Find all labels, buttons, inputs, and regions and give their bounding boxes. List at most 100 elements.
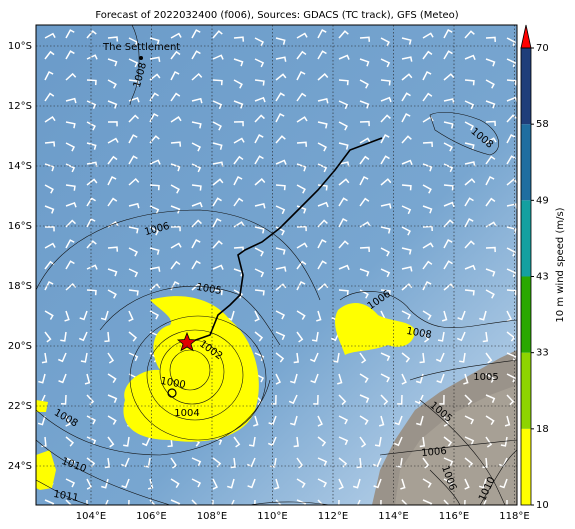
- wind-barb: [359, 175, 369, 186]
- wind-barb: [317, 260, 327, 270]
- wind-barb: [422, 242, 434, 249]
- wind-barb: [107, 246, 119, 252]
- wind-barb: [506, 178, 517, 186]
- colorbar-tick-label: 58: [536, 119, 549, 130]
- wind-barb: [485, 436, 493, 448]
- wind-barb: [233, 175, 243, 186]
- wind-barb: [419, 436, 426, 448]
- isobar-label: 1004: [174, 408, 199, 419]
- wind-barb: [401, 310, 412, 320]
- wind-barb: [233, 36, 245, 42]
- colorbar-label: 10 m wind speed (m/s): [555, 207, 566, 322]
- wind-barb: [86, 415, 96, 425]
- wind-barb: [65, 97, 77, 104]
- wind-barb: [44, 226, 55, 232]
- lat-label: 18°S: [8, 281, 32, 292]
- map-frame: [35, 24, 518, 506]
- colorbar-tick-label: 49: [536, 195, 549, 206]
- wind-barb: [317, 121, 328, 129]
- wind-barb: [359, 36, 371, 42]
- wind-barb: [317, 142, 327, 152]
- wind-barb: [107, 289, 117, 299]
- wind-barb: [143, 457, 151, 468]
- wind-barb: [275, 135, 286, 144]
- wind-barb: [128, 289, 139, 296]
- wind-barb: [380, 96, 392, 103]
- wind-barb: [149, 159, 161, 165]
- wind-barb: [485, 100, 496, 109]
- wind-barb: [443, 201, 455, 208]
- wind-barb: [359, 415, 369, 425]
- wind-barb: [317, 201, 329, 208]
- wind-barb: [485, 268, 496, 277]
- wind-barb: [422, 457, 430, 469]
- wind-barb: [65, 142, 76, 152]
- wind-barb: [254, 499, 256, 505]
- wind-barb: [44, 331, 52, 343]
- wind-barb: [443, 121, 454, 129]
- wind-barb: [149, 247, 160, 255]
- colorbar-extension: [520, 24, 532, 49]
- wind-barb: [191, 50, 201, 60]
- wind-barb: [485, 197, 496, 207]
- wind-barb: [338, 178, 350, 186]
- wind-barb: [506, 310, 513, 322]
- wind-barb: [275, 373, 282, 385]
- wind-barb: [44, 32, 56, 39]
- wind-barb: [464, 142, 475, 150]
- wind-barb: [128, 97, 140, 103]
- wind-barb: [149, 37, 160, 45]
- wind-barb: [380, 79, 391, 86]
- wind-barb: [230, 499, 235, 505]
- wind-barb: [485, 58, 496, 67]
- wind-barb: [128, 155, 138, 165]
- wind-barb: [374, 436, 382, 447]
- wind-barb: [401, 159, 413, 166]
- wind-barb: [170, 242, 182, 249]
- wind-barb: [128, 310, 134, 322]
- wind-barb: [296, 92, 307, 102]
- wind-barb: [128, 226, 139, 234]
- wind-barb: [296, 331, 304, 343]
- wind-barb: [401, 184, 412, 191]
- wind-barb: [443, 478, 454, 488]
- wind-barb: [506, 247, 516, 257]
- wind-barb: [170, 92, 181, 102]
- wind-barb: [485, 36, 496, 43]
- wind-barb: [293, 352, 299, 364]
- wind-barb: [212, 79, 223, 86]
- wind-barb: [296, 205, 307, 214]
- wind-barb: [317, 219, 328, 228]
- wind-barb: [464, 415, 475, 425]
- wind-barb: [37, 415, 46, 426]
- wind-barb: [317, 499, 324, 505]
- wind-barb: [233, 155, 244, 165]
- wind-barb: [84, 373, 91, 385]
- wind-barb: [149, 73, 161, 81]
- wind-barb: [191, 478, 202, 488]
- wind-barb: [380, 394, 389, 406]
- wind-barb: [380, 499, 382, 505]
- wind-barb: [338, 30, 349, 39]
- wind-barb: [338, 218, 348, 228]
- wind-barb: [443, 29, 453, 39]
- wind-barb: [338, 54, 350, 60]
- wind-barb: [380, 178, 392, 186]
- wind-barb: [290, 373, 298, 384]
- wind-barb: [86, 79, 97, 86]
- wind-barb: [338, 161, 350, 167]
- wind-barb: [443, 457, 454, 467]
- isobar: [129, 25, 140, 106]
- wind-barb: [170, 116, 182, 123]
- wind-barb: [248, 436, 256, 447]
- wind-barb: [86, 436, 97, 446]
- wind-barb: [422, 225, 433, 232]
- wind-barb: [101, 478, 109, 489]
- wind-barb: [338, 264, 350, 271]
- wind-barb: [422, 331, 430, 343]
- lat-label: 20°S: [8, 341, 32, 352]
- wind-barb: [86, 218, 96, 228]
- wind-barb: [464, 79, 475, 86]
- isobar: [169, 349, 211, 391]
